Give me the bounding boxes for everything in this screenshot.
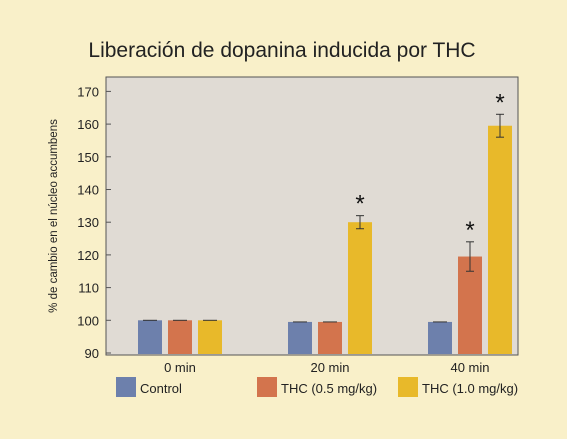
legend-label: THC (1.0 mg/kg) — [422, 381, 518, 396]
y-tick-label: 100 — [77, 313, 99, 328]
chart-title: Liberación de dopanina inducida por THC — [88, 39, 475, 62]
x-axis: 0 min 20 min 40 min — [164, 360, 489, 375]
bar — [458, 256, 482, 354]
legend-swatch — [257, 377, 277, 397]
legend-label: Control — [140, 381, 182, 396]
y-tick-label: 110 — [78, 281, 99, 296]
significance-marker: * — [465, 217, 474, 244]
plot-area — [105, 76, 519, 356]
legend-swatch — [398, 377, 418, 397]
y-tick-label: 140 — [77, 183, 99, 198]
y-tick-label: 160 — [77, 117, 99, 132]
bar — [428, 321, 452, 354]
legend-label: THC (0.5 mg/kg) — [281, 381, 377, 396]
bars: * * * — [138, 89, 512, 354]
bar — [168, 320, 192, 354]
x-tick-label: 20 min — [310, 360, 349, 375]
bar — [348, 222, 372, 354]
legend: Control THC (0.5 mg/kg) THC (1.0 mg/kg) — [116, 377, 518, 397]
bar — [198, 320, 222, 354]
significance-marker: * — [355, 191, 364, 218]
y-axis-label: % de cambio en el núcleo accumbens — [48, 119, 60, 313]
significance-marker: * — [495, 89, 504, 116]
x-tick-label: 0 min — [164, 360, 196, 375]
bar — [488, 125, 512, 354]
y-tick-label: 130 — [77, 215, 99, 230]
bar — [318, 321, 342, 354]
bar — [288, 321, 312, 354]
y-tick-label: 90 — [85, 346, 99, 361]
bar — [138, 320, 162, 354]
legend-swatch — [116, 377, 136, 397]
y-tick-label: 150 — [77, 150, 99, 165]
y-tick-label: 170 — [77, 84, 99, 99]
y-axis: 90 100 110 120 130 140 150 160 170 — [77, 84, 111, 361]
x-tick-label: 40 min — [450, 360, 489, 375]
y-tick-label: 120 — [77, 248, 99, 263]
